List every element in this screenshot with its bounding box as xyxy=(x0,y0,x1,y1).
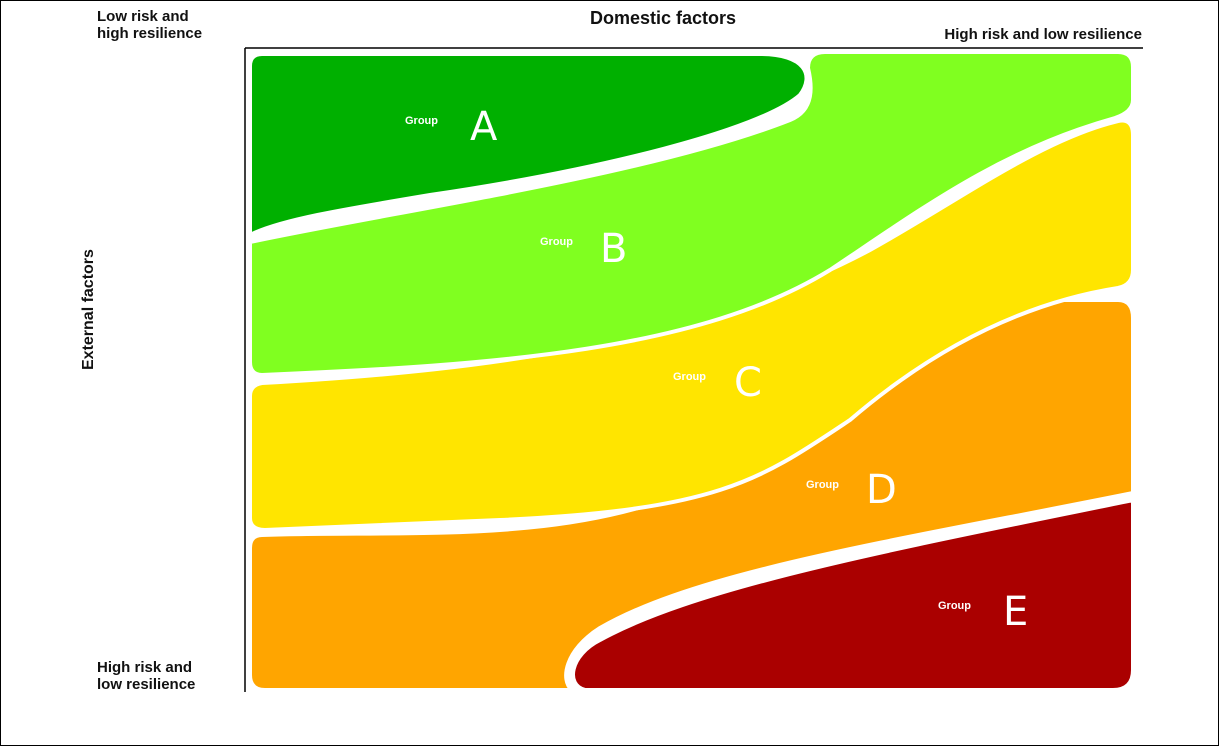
group-b-word: Group xyxy=(540,236,573,248)
corner-label-top-left-line2: high resilience xyxy=(97,25,203,42)
group-a-letter: A xyxy=(470,104,498,150)
group-e-letter: E xyxy=(1003,589,1028,635)
corner-label-top-right: High risk and low resilience xyxy=(944,26,1142,43)
group-c-word: Group xyxy=(673,371,706,383)
corner-label-top-left-line1: Low risk and xyxy=(97,8,189,25)
group-e-word: Group xyxy=(938,600,971,612)
group-d-word: Group xyxy=(806,479,839,491)
band-group-e xyxy=(571,497,1135,692)
corner-label-bottom-left-line2: low resilience xyxy=(97,676,196,693)
group-b-letter: B xyxy=(600,226,627,272)
corner-label-bottom-left: High risk and low resilience xyxy=(97,659,195,693)
group-d-letter: D xyxy=(866,467,897,513)
band-group-a xyxy=(248,52,809,239)
group-a-word: Group xyxy=(405,115,438,127)
band-group-b xyxy=(248,50,1135,378)
group-c-letter: C xyxy=(734,360,762,406)
corner-label-top-left: Low risk and high resilience xyxy=(97,8,202,42)
corner-label-bottom-left-line1: High risk and xyxy=(97,659,193,676)
diagram-title: Domestic factors xyxy=(590,8,737,28)
